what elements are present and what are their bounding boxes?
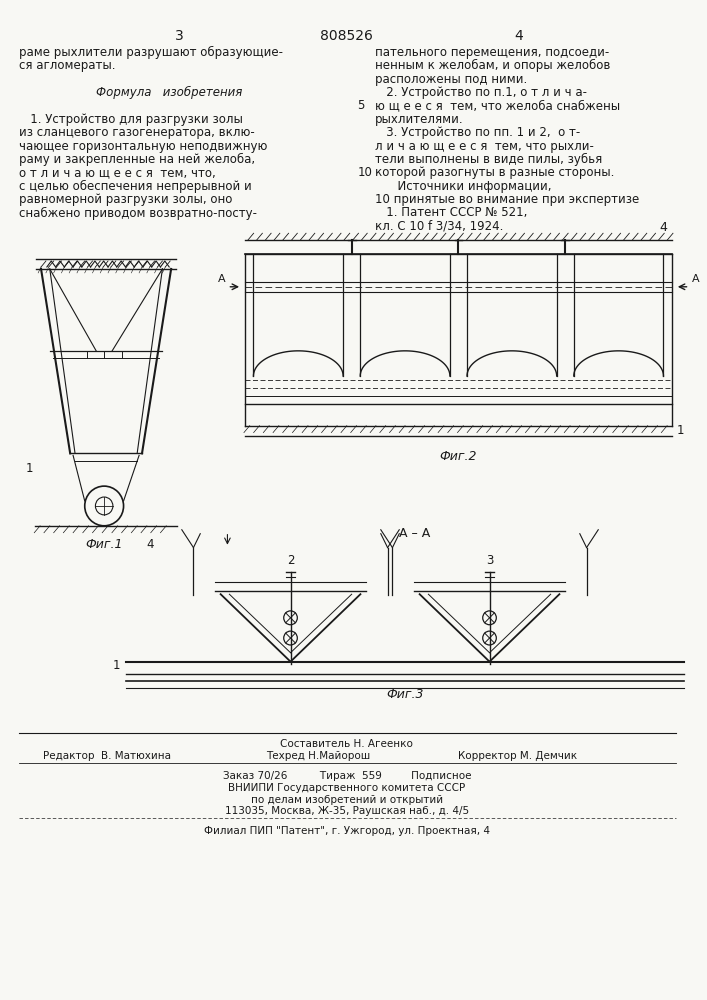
Text: ся агломераты.: ся агломераты. xyxy=(18,59,115,72)
Text: Корректор М. Демчик: Корректор М. Демчик xyxy=(458,751,578,761)
Text: Заказ 70/26          Тираж  559         Подписное: Заказ 70/26 Тираж 559 Подписное xyxy=(223,771,471,781)
Text: рыхлителями.: рыхлителями. xyxy=(375,113,464,126)
Text: Техред Н.Майорош: Техред Н.Майорош xyxy=(267,751,370,761)
Text: 4: 4 xyxy=(660,221,667,234)
Text: 10: 10 xyxy=(358,166,373,179)
Text: А: А xyxy=(218,274,226,284)
Text: 2: 2 xyxy=(287,554,294,567)
Text: пательного перемещения, подсоеди-: пательного перемещения, подсоеди- xyxy=(375,46,609,59)
Text: равномерной разгрузки золы, оно: равномерной разгрузки золы, оно xyxy=(18,193,232,206)
Text: из сланцевого газогенератора, вклю-: из сланцевого газогенератора, вклю- xyxy=(18,126,255,139)
Text: 1: 1 xyxy=(113,659,121,672)
Text: Филиал ПИП "Патент", г. Ужгород, ул. Проектная, 4: Филиал ПИП "Патент", г. Ужгород, ул. Про… xyxy=(204,826,490,836)
Text: Фиг.3: Фиг.3 xyxy=(386,688,423,701)
Text: расположены под ними.: расположены под ними. xyxy=(375,73,527,86)
Text: 808526: 808526 xyxy=(320,29,373,43)
Text: Источники информации,: Источники информации, xyxy=(375,180,551,193)
Text: Фиг.2: Фиг.2 xyxy=(440,450,477,463)
Text: 1: 1 xyxy=(25,462,33,475)
Text: кл. С 10 f 3/34, 1924.: кл. С 10 f 3/34, 1924. xyxy=(375,220,503,233)
Text: по делам изобретений и открытий: по делам изобретений и открытий xyxy=(251,795,443,805)
Text: 4: 4 xyxy=(514,29,523,43)
Text: Формула   изобретения: Формула изобретения xyxy=(96,86,243,99)
Text: А: А xyxy=(691,274,699,284)
Text: чающее горизонтальную неподвижную: чающее горизонтальную неподвижную xyxy=(18,140,267,153)
Text: 3. Устройство по пп. 1 и 2,  о т-: 3. Устройство по пп. 1 и 2, о т- xyxy=(375,126,580,139)
Text: ненным к желобам, и опоры желобов: ненным к желобам, и опоры желобов xyxy=(375,59,610,72)
Text: о т л и ч а ю щ е е с я  тем, что,: о т л и ч а ю щ е е с я тем, что, xyxy=(18,166,216,179)
Text: ВНИИПИ Государственного комитета СССР: ВНИИПИ Государственного комитета СССР xyxy=(228,783,465,793)
Text: 4: 4 xyxy=(146,538,153,551)
Text: 3: 3 xyxy=(486,554,493,567)
Text: с целью обеспечения непрерывной и: с целью обеспечения непрерывной и xyxy=(18,180,252,193)
Text: 113035, Москва, Ж-35, Раушская наб., д. 4/5: 113035, Москва, Ж-35, Раушская наб., д. … xyxy=(225,806,469,816)
Text: 1. Устройство для разгрузки золы: 1. Устройство для разгрузки золы xyxy=(18,113,243,126)
Text: Фиг.1: Фиг.1 xyxy=(86,538,123,551)
Text: 3: 3 xyxy=(175,29,183,43)
Text: которой разогнуты в разные стороны.: которой разогнуты в разные стороны. xyxy=(375,166,614,179)
Text: А – А: А – А xyxy=(399,527,430,540)
Text: 1. Патент СССР № 521,: 1. Патент СССР № 521, xyxy=(375,206,527,219)
Text: раму и закрепленные на ней желоба,: раму и закрепленные на ней желоба, xyxy=(18,153,255,166)
Text: 10 принятые во внимание при экспертизе: 10 принятые во внимание при экспертизе xyxy=(375,193,639,206)
Text: ю щ е е с я  тем, что желоба снабжены: ю щ е е с я тем, что желоба снабжены xyxy=(375,99,620,112)
Text: тели выполнены в виде пилы, зубья: тели выполнены в виде пилы, зубья xyxy=(375,153,602,166)
Text: Составитель Н. Агеенко: Составитель Н. Агеенко xyxy=(281,739,414,749)
Text: л и ч а ю щ е е с я  тем, что рыхли-: л и ч а ю щ е е с я тем, что рыхли- xyxy=(375,140,594,153)
Text: снабжено приводом возвратно-посту-: снабжено приводом возвратно-посту- xyxy=(18,206,257,220)
Text: Редактор  В. Матюхина: Редактор В. Матюхина xyxy=(43,751,171,761)
Text: раме рыхлители разрушают образующие-: раме рыхлители разрушают образующие- xyxy=(18,46,283,59)
Text: 5: 5 xyxy=(358,99,365,112)
Text: 1: 1 xyxy=(677,424,684,437)
Text: 2. Устройство по п.1, о т л и ч а-: 2. Устройство по п.1, о т л и ч а- xyxy=(375,86,587,99)
